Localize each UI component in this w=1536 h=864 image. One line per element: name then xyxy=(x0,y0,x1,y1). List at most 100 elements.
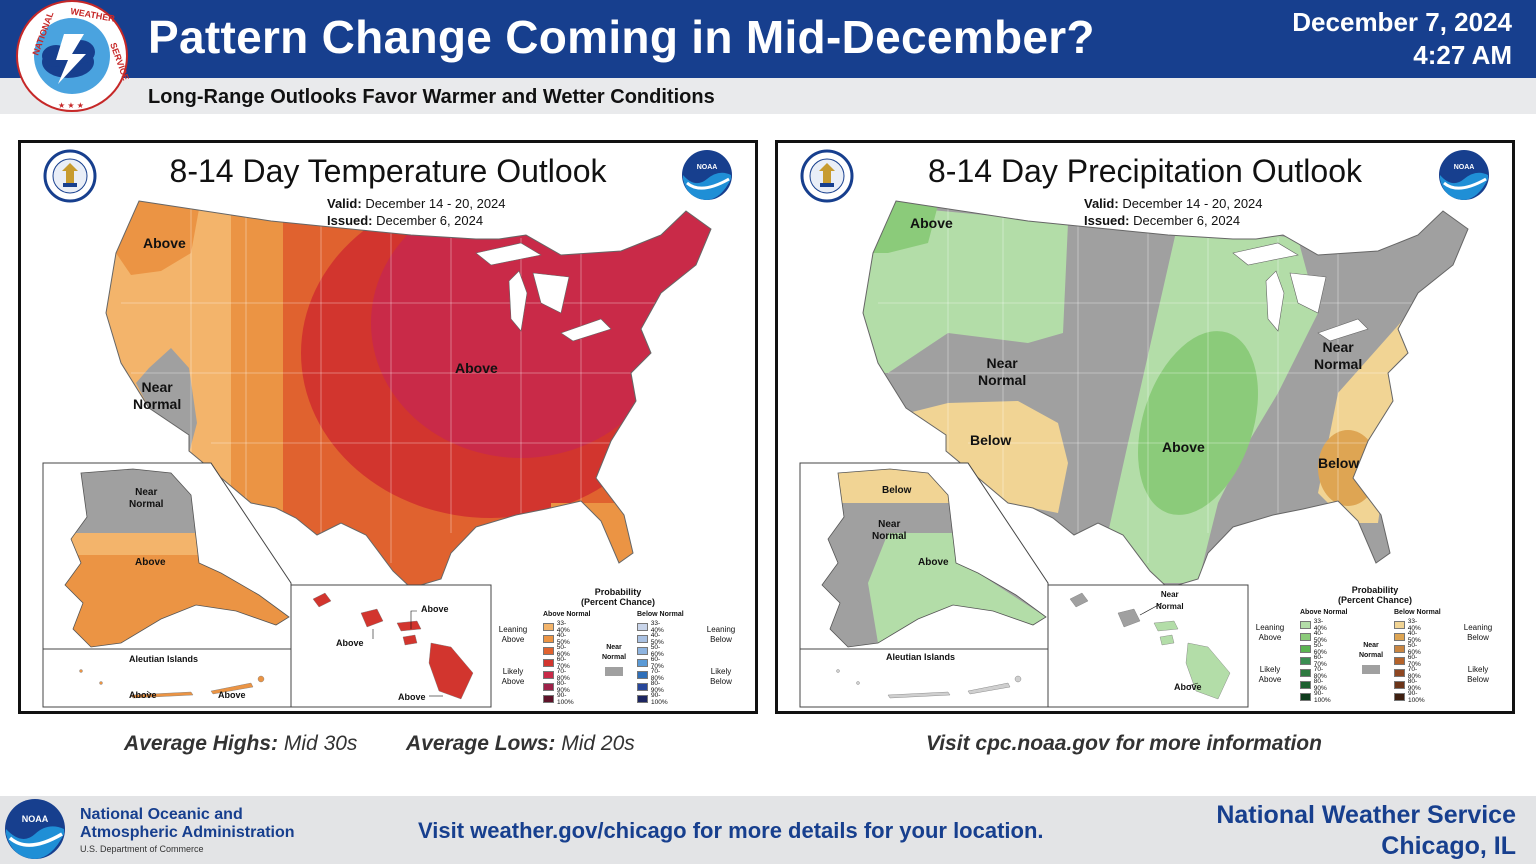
average-lows-caption: Average Lows: Mid 20s xyxy=(406,732,635,756)
legend-row: 60-70% xyxy=(543,656,573,670)
region-label-below-se: Below xyxy=(1318,455,1360,471)
legend-percent: 70-80% xyxy=(650,668,664,682)
alaska-label-above: Above xyxy=(135,557,166,568)
legend-leaning-above: Leaning Above xyxy=(1255,623,1285,642)
alaska-label-near-normal: Near Normal xyxy=(872,519,906,543)
legend-swatch xyxy=(543,671,554,679)
legend-swatch xyxy=(1394,681,1405,689)
issued-time: 4:27 AM xyxy=(1413,40,1512,70)
noaa-department: U.S. Department of Commerce xyxy=(80,844,204,854)
issued-label: Issued: xyxy=(1084,213,1130,228)
footer-bar xyxy=(0,796,1536,864)
noaa-name-line2: Atmospheric Administration xyxy=(80,824,295,841)
lows-value: Mid 20s xyxy=(561,732,635,755)
valid-label: Valid: xyxy=(327,196,362,211)
precipitation-map xyxy=(799,200,1469,708)
region-label-line: Normal xyxy=(978,372,1027,388)
legend-row: 90-100% xyxy=(1394,690,1428,704)
legend-row: 40-50% xyxy=(1300,630,1330,644)
header-bar xyxy=(0,0,1536,78)
legend-row: 70-80% xyxy=(637,668,667,682)
cpc-link[interactable]: Visit cpc.noaa.gov for more information xyxy=(926,732,1322,755)
valid-label: Valid: xyxy=(1084,196,1119,211)
region-label-line: Normal xyxy=(872,531,907,542)
precipitation-valid-dates: Valid: December 14 - 20, 2024 Issued: De… xyxy=(1084,195,1263,229)
office-line1: National Weather Service xyxy=(1216,801,1516,829)
region-label-line: Near xyxy=(878,519,901,530)
legend-row: 60-70% xyxy=(1300,654,1330,668)
legend-above-head: Above Normal xyxy=(1300,609,1348,616)
legend-row: 90-100% xyxy=(1300,690,1334,704)
legend-percent: 70-80% xyxy=(1407,666,1421,680)
legend-percent: 80-90% xyxy=(1313,678,1327,692)
alaska-label-below: Below xyxy=(882,485,912,496)
legend-row: 33-40% xyxy=(637,620,667,634)
temperature-legend: Probability (Percent Chance) Above Norma… xyxy=(493,585,753,709)
region-label-line: Normal xyxy=(1156,602,1184,611)
legend-swatch xyxy=(1300,633,1311,641)
legend-percent: 50-60% xyxy=(1313,642,1327,656)
legend-row: 80-90% xyxy=(637,680,667,694)
legend-percent: 50-60% xyxy=(650,644,664,658)
precipitation-map-title: 8-14 Day Precipitation Outlook xyxy=(928,153,1362,189)
legend-swatch xyxy=(637,671,648,679)
legend-percent: 33-40% xyxy=(650,620,664,634)
legend-percent: 90-100% xyxy=(651,692,668,706)
alaska-label-near-normal: Near Normal xyxy=(129,487,163,511)
legend-title-line: (Percent Chance) xyxy=(1337,595,1413,605)
legend-percent: 70-80% xyxy=(556,668,570,682)
legend-swatch xyxy=(1394,693,1406,701)
legend-percent: 40-50% xyxy=(1407,630,1421,644)
legend-percent: 90-100% xyxy=(1314,690,1331,704)
legend-title-line: Probability xyxy=(594,587,642,597)
region-label-central-above: Above xyxy=(1162,439,1205,455)
region-label-line: Normal xyxy=(129,499,164,510)
hawaii-label-above-3: Above xyxy=(398,692,426,702)
legend-percent: 80-90% xyxy=(650,680,664,694)
legend-swatch xyxy=(637,659,648,667)
legend-swatch xyxy=(637,695,649,703)
legend-likely-above: Likely Above xyxy=(1258,665,1282,684)
legend-swatch xyxy=(543,695,555,703)
legend-row: 60-70% xyxy=(637,656,667,670)
legend-percent: 33-40% xyxy=(556,620,570,634)
legend-below-head: Below Normal xyxy=(1394,609,1441,616)
region-label-central-above: Above xyxy=(455,360,498,376)
hawaii-label-above-2: Above xyxy=(336,638,364,648)
temperature-map-title: 8-14 Day Temperature Outlook xyxy=(169,153,607,189)
legend-swatch xyxy=(1394,657,1405,665)
legend-percent: 40-50% xyxy=(1313,630,1327,644)
valid-value: December 14 - 20, 2024 xyxy=(1122,196,1263,211)
legend-swatch xyxy=(543,647,554,655)
hawaii-label-near-normal: Near Normal xyxy=(1156,589,1184,613)
legend-swatch xyxy=(1300,693,1312,701)
legend-percent: 90-100% xyxy=(1408,690,1425,704)
legend-above-head: Above Normal xyxy=(543,611,591,618)
aleutian-islands-title: Aleutian Islands xyxy=(886,652,956,662)
legend-row: 50-60% xyxy=(637,644,667,658)
alaska-label-above: Above xyxy=(918,557,949,568)
legend-percent: 33-40% xyxy=(1313,618,1327,632)
legend-row: 60-70% xyxy=(1394,654,1424,668)
visit-weather-gov-link[interactable]: Visit weather.gov/chicago for more detai… xyxy=(418,818,1044,843)
precipitation-legend: Probability (Percent Chance) Above Norma… xyxy=(1250,583,1510,707)
hawaii-label-above-1: Above xyxy=(421,604,449,614)
legend-swatch xyxy=(1300,621,1311,629)
legend-near-normal: Near Normal xyxy=(601,644,627,661)
legend-swatch xyxy=(637,647,648,655)
legend-swatch xyxy=(637,683,648,691)
legend-leaning-below: Leaning Below xyxy=(1463,623,1493,642)
legend-swatch xyxy=(1394,645,1405,653)
legend-row: 40-50% xyxy=(637,632,667,646)
legend-title-line: (Percent Chance) xyxy=(580,597,656,607)
commerce-seal-icon xyxy=(43,149,97,203)
aleutian-islands-title: Aleutian Islands xyxy=(129,654,199,664)
legend-near-normal-swatch xyxy=(605,667,623,676)
page-subtitle: Long-Range Outlooks Favor Warmer and Wet… xyxy=(148,86,715,108)
legend-row: 80-90% xyxy=(1394,678,1424,692)
legend-percent: 60-70% xyxy=(556,656,570,670)
lows-label: Average Lows: xyxy=(406,732,556,755)
legend-row: 50-60% xyxy=(1394,642,1424,656)
region-label-line: Near xyxy=(141,379,173,395)
legend-swatch xyxy=(1394,621,1405,629)
